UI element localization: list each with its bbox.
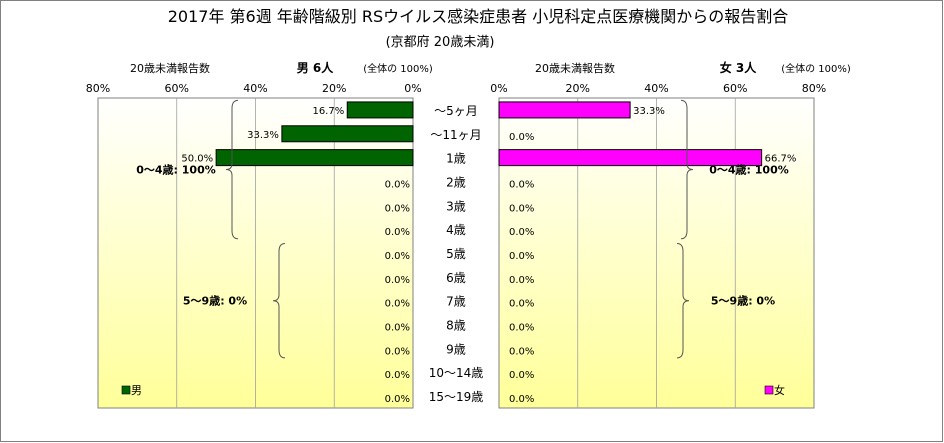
male-group-annotation: 5〜9歳: 0% (183, 294, 247, 308)
female-bars: 33.3% 0.0% 66.7% 0.0% 0.0% 0.0% 0.0% 0.0% 0.0% 0.… (498, 101, 797, 405)
male-bar (215, 149, 414, 167)
age-category-label: 4歳 (446, 223, 466, 237)
male-bar-value-label: 50.0% (181, 154, 213, 165)
male-x-axis-ticks: 80% 60% 40% 20% 0% (86, 82, 422, 95)
male-bar-value-label: 0.0% (385, 346, 410, 357)
age-category-label: 7歳 (446, 295, 466, 309)
male-bar-value-label: 16.7% (312, 106, 344, 117)
male-legend-label: 男 (131, 384, 142, 397)
female-header-count: 女 3人 (720, 60, 758, 75)
female-x-axis-ticks: 0% 20% 40% 60% 80% (490, 82, 826, 95)
male-bar-value-label: 0.0% (385, 323, 410, 334)
male-bar-value-label: 0.0% (385, 275, 410, 286)
male-bar (346, 101, 414, 119)
male-bar-value-label: 0.0% (385, 299, 410, 310)
female-bar (498, 149, 763, 167)
male-header-label: 20歳未満報告数 (130, 62, 210, 75)
male-x-tick-label: 40% (243, 82, 267, 95)
age-category-label: 1歳 (446, 152, 466, 166)
female-header-note: (全体の 100%) (781, 62, 851, 75)
female-bar-value-label: 0.0% (509, 323, 534, 334)
age-category-label: 9歳 (446, 342, 466, 356)
age-category-label: 8歳 (446, 319, 466, 333)
male-header-note: (全体の 100%) (363, 62, 433, 75)
male-x-tick-label: 60% (165, 82, 189, 95)
female-bar-value-label: 0.0% (509, 203, 534, 214)
female-bar-value-label: 0.0% (509, 251, 534, 262)
female-x-tick-label: 0% (490, 82, 507, 95)
male-bar-value-label: 0.0% (385, 370, 410, 381)
male-x-tick-label: 0% (404, 82, 421, 95)
age-category-labels: 〜5ヶ月〜11ヶ月 1歳 2歳 3歳 4歳 5歳 6歳 7歳 8歳 9歳 10〜14歳 15〜19歳 (429, 104, 484, 404)
female-header-label: 20歳未満報告数 (535, 62, 615, 75)
male-bar-value-label: 0.0% (385, 251, 410, 262)
female-legend-swatch (764, 385, 774, 395)
female-x-tick-label: 60% (723, 82, 747, 95)
female-group-annotation: 5〜9歳: 0% (711, 294, 775, 308)
female-bar-value-label: 0.0% (509, 346, 534, 357)
male-group-annotation: 0〜4歳: 100% (136, 163, 216, 177)
male-bar-value-label: 0.0% (385, 179, 410, 190)
female-bar-value-label: 0.0% (509, 394, 534, 405)
female-bar-value-label: 0.0% (509, 370, 534, 381)
age-category-label: 2歳 (446, 175, 466, 189)
female-bar-value-label: 0.0% (509, 299, 534, 310)
female-legend-label: 女 (774, 383, 785, 397)
female-group-annotation: 0〜4歳: 100% (709, 163, 789, 177)
female-x-tick-label: 80% (802, 82, 826, 95)
male-x-tick-label: 80% (86, 82, 110, 95)
female-bar-value-label: 0.0% (509, 179, 534, 190)
age-category-label: 10〜14歳 (429, 366, 484, 380)
female-bar-value-label: 0.0% (509, 132, 534, 143)
male-bar-value-label: 0.0% (385, 394, 410, 405)
age-group-braces: 0〜4歳: 100% 5〜9歳: 0% 0〜4歳: 100% 5〜9歳: 0% (136, 99, 789, 359)
age-group-brace (272, 242, 286, 359)
female-bar-value-label: 0.0% (509, 227, 534, 238)
male-bar-value-label: 0.0% (385, 227, 410, 238)
age-category-label: 〜11ヶ月 (430, 128, 481, 142)
male-bars: 16.7% 33.3% 50.0% 0.0% 0.0% 0.0% 0.0% 0.0% 0.0% 0… (181, 101, 414, 405)
female-bar-value-label: 66.7% (765, 154, 797, 165)
male-bar (281, 125, 414, 143)
female-x-tick-label: 20% (566, 82, 590, 95)
male-bar-value-label: 0.0% (385, 203, 410, 214)
female-x-tick-label: 40% (644, 82, 668, 95)
age-category-label: 3歳 (446, 199, 466, 213)
age-group-brace (680, 99, 694, 240)
age-category-label: 〜5ヶ月 (434, 104, 478, 118)
female-bar (498, 101, 631, 119)
age-group-brace (225, 99, 239, 240)
age-category-label: 15〜19歳 (429, 390, 484, 404)
female-bar-value-label: 0.0% (509, 275, 534, 286)
male-x-tick-label: 20% (322, 82, 346, 95)
age-category-label: 6歳 (446, 271, 466, 285)
age-category-label: 5歳 (446, 247, 466, 261)
age-group-brace (676, 242, 690, 359)
chart-subtitle: (京都府 20歳未満) (386, 35, 495, 50)
male-legend-swatch (121, 385, 131, 395)
chart-title: 2017年 第6週 年齢階級別 RSウイルス感染症患者 小児科定点医療機関からの… (168, 7, 789, 26)
male-header-count: 男 6人 (297, 60, 335, 75)
male-bar-value-label: 33.3% (247, 130, 279, 141)
female-bar-value-label: 33.3% (633, 106, 665, 117)
